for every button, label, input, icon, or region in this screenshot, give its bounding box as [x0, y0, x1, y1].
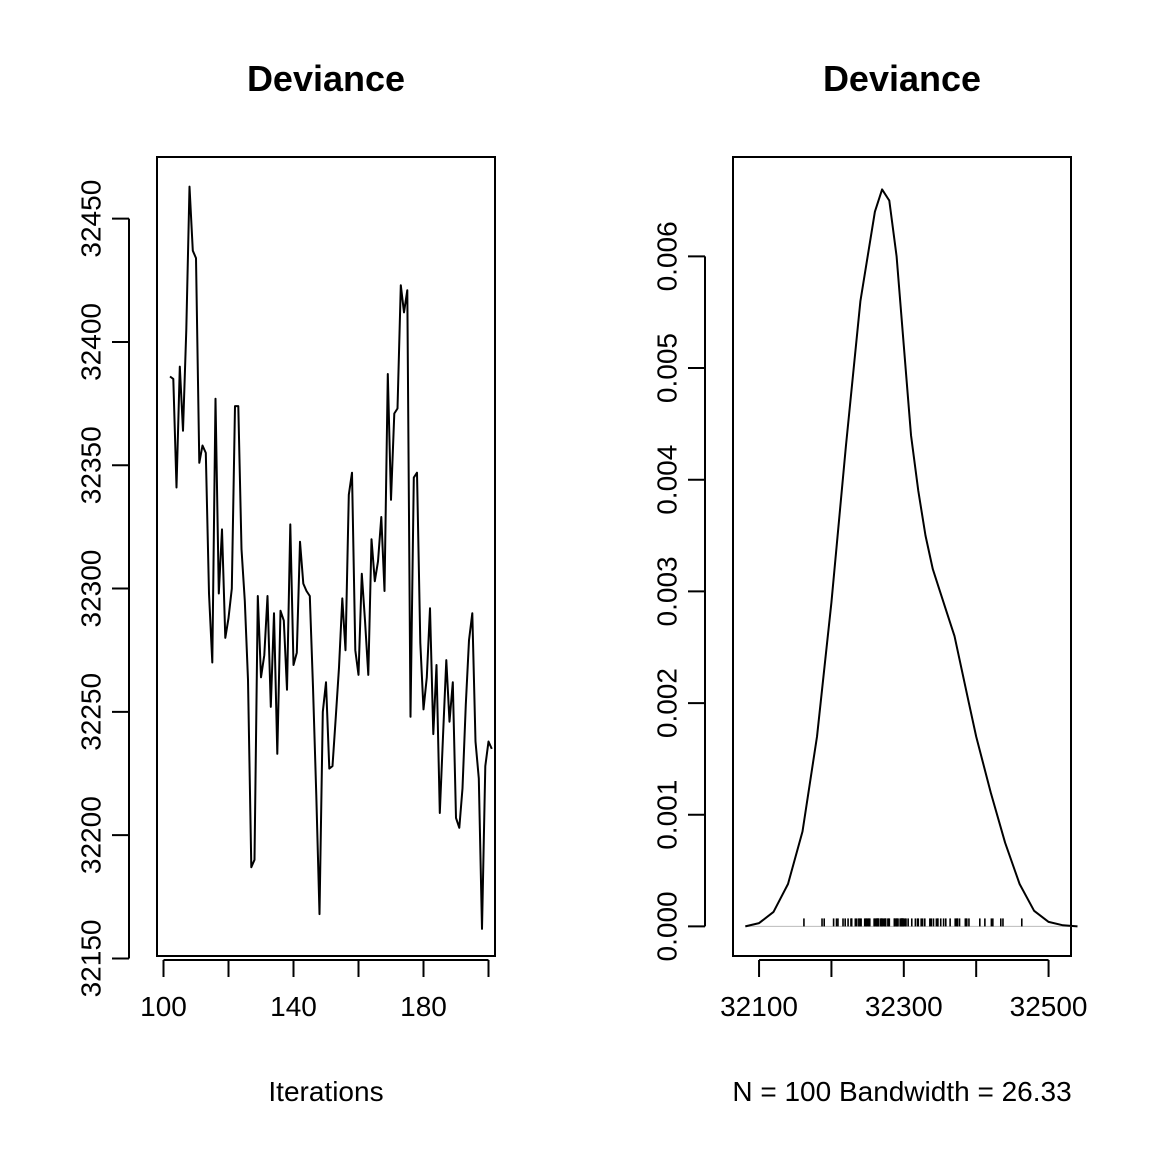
density-x-axis: 32100 32300 32500	[720, 959, 1088, 1022]
trace-x-tick-label: 100	[140, 991, 187, 1022]
density-x-tick-label: 32500	[1010, 991, 1088, 1022]
density-y-tick-label: 0.003	[652, 556, 683, 626]
trace-y-tick-label: 32300	[76, 550, 107, 628]
density-y-axis: 0.000 0.001 0.002 0.003 0.004 0.005 0.006	[652, 221, 706, 961]
density-x-tick-label: 32300	[865, 991, 943, 1022]
density-y-tick-label: 0.005	[652, 333, 683, 403]
trace-x-axis: 100 140 180	[140, 959, 490, 1022]
trace-y-tick-label: 32200	[76, 796, 107, 874]
density-y-tick-label: 0.000	[652, 891, 683, 961]
density-y-tick-label: 0.004	[652, 445, 683, 515]
density-plot-panel: Deviance 32100 32300 32500 0.000 0.001 0.002…	[652, 58, 1088, 1107]
trace-plot-frame	[156, 156, 496, 957]
trace-y-tick-label: 32400	[76, 303, 107, 381]
trace-y-axis: 32150 32200 32250 32300 32350 32400 32450	[76, 180, 130, 998]
trace-plot-panel: Deviance 100 140 180 321503220032250323003…	[76, 58, 496, 1107]
density-curve	[745, 188, 1078, 928]
trace-y-tick-label: 32150	[76, 920, 107, 998]
density-x-axis-label: N = 100 Bandwidth = 26.33	[732, 1076, 1071, 1107]
trace-plot-title: Deviance	[247, 58, 405, 99]
trace-x-tick-label: 180	[400, 991, 447, 1022]
density-plot-frame	[732, 156, 1072, 957]
trace-y-tick-label: 32450	[76, 180, 107, 258]
trace-y-tick-label: 32350	[76, 426, 107, 504]
density-plot-title: Deviance	[823, 58, 981, 99]
trace-x-tick-label: 140	[270, 991, 317, 1022]
density-x-tick-label: 32100	[720, 991, 798, 1022]
trace-y-tick-label: 32250	[76, 673, 107, 751]
density-y-tick-label: 0.002	[652, 668, 683, 738]
trace-series-line	[169, 185, 493, 930]
density-rug	[803, 918, 1023, 927]
trace-x-axis-label: Iterations	[268, 1076, 383, 1107]
density-y-tick-label: 0.001	[652, 780, 683, 850]
density-y-tick-label: 0.006	[652, 221, 683, 291]
